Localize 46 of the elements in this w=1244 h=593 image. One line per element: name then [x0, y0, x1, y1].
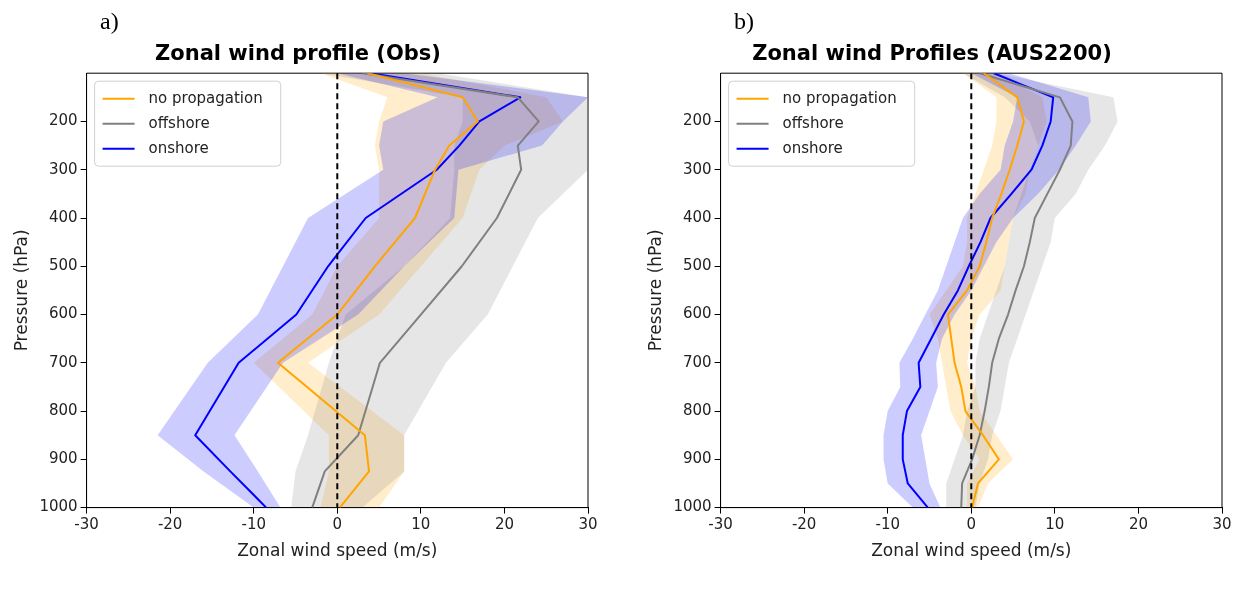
y-tick-label: 400: [48, 207, 78, 226]
y-tick-label: 900: [682, 449, 712, 468]
x-tick-label: 20: [1128, 515, 1148, 534]
y-axis-title: Pressure (hPa): [644, 229, 665, 352]
y-tick-label: 900: [48, 449, 78, 468]
x-tick-label: -30: [708, 515, 733, 534]
y-tick-label: 500: [682, 256, 712, 275]
chart-title: Zonal wind profile (Obs): [155, 41, 441, 66]
y-tick-label: 700: [682, 352, 712, 371]
x-axis-title: Zonal wind speed (m/s): [237, 540, 438, 561]
x-tick-label: 30: [1212, 515, 1232, 534]
y-tick-label: 600: [48, 304, 78, 323]
legend-label: onshore: [782, 138, 843, 157]
x-tick-label: 0: [966, 515, 977, 534]
legend-label: offshore: [148, 113, 210, 132]
legend-label: no propagation: [148, 88, 263, 107]
y-tick-label: 300: [682, 159, 712, 178]
legend-label: no propagation: [782, 88, 897, 107]
x-axis-title: Zonal wind speed (m/s): [871, 540, 1072, 561]
x-tick-label: -10: [241, 515, 266, 534]
y-tick-label: 500: [48, 256, 78, 275]
x-tick-label: 10: [411, 515, 431, 534]
x-tick-label: -20: [157, 515, 183, 534]
y-tick-label: 800: [682, 400, 712, 419]
text: a): [100, 8, 119, 35]
y-tick-label: 1000: [673, 497, 712, 516]
x-tick-label: 10: [1045, 515, 1065, 534]
y-tick-label: 400: [682, 207, 712, 226]
y-tick-label: 200: [48, 111, 78, 130]
y-axis-title: Pressure (hPa): [10, 229, 31, 352]
y-tick-label: 800: [48, 400, 78, 419]
legend-label: onshore: [148, 138, 209, 157]
legend-label: offshore: [782, 113, 844, 132]
x-tick-label: 20: [494, 515, 514, 534]
x-tick-label: -30: [74, 515, 99, 534]
x-tick-label: -10: [875, 515, 900, 534]
y-tick-label: 200: [682, 111, 712, 130]
y-tick-label: 300: [48, 159, 78, 178]
y-tick-label: 600: [682, 304, 712, 323]
y-tick-label: 700: [48, 352, 78, 371]
x-tick-label: 30: [578, 515, 598, 534]
y-tick-label: 1000: [39, 497, 78, 516]
text: b): [734, 8, 754, 35]
x-tick-label: -20: [791, 515, 817, 534]
chart-title: Zonal wind Profiles (AUS2200): [752, 41, 1112, 66]
x-tick-label: 0: [332, 515, 343, 534]
